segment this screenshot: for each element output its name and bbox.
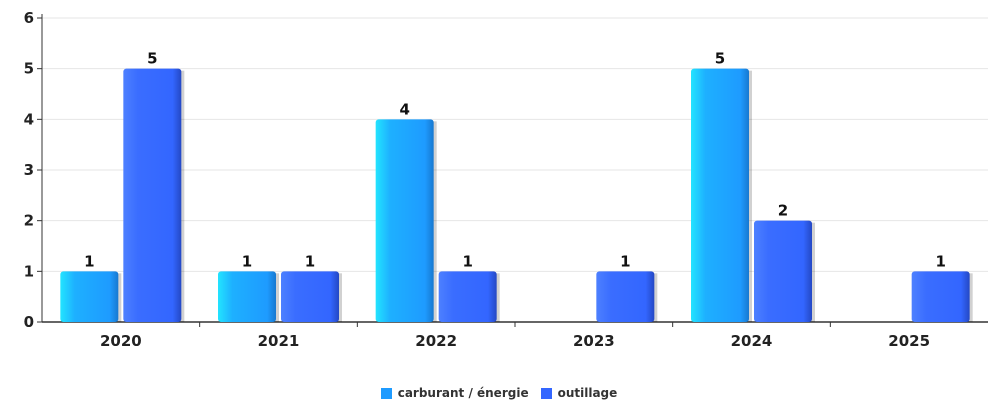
bar-2023-outillage (596, 271, 655, 322)
data-label: 2 (778, 202, 788, 220)
x-tick-label: 2021 (258, 332, 300, 350)
data-label: 4 (399, 100, 409, 118)
bar-2022-outillage (438, 271, 497, 322)
bar-2021-carburant (218, 271, 276, 322)
bar-2020-carburant (60, 271, 119, 322)
x-tick-label: 2025 (888, 332, 930, 350)
x-tick-label: 2020 (100, 332, 142, 350)
legend-swatch-outillage (540, 387, 552, 399)
x-tick-label: 2022 (415, 332, 457, 350)
bar-2025-outillage (911, 271, 970, 322)
legend-label-carburant: carburant / énergie (397, 386, 529, 400)
data-label: 1 (84, 252, 94, 270)
x-tick-label: 2023 (573, 332, 615, 350)
bar-2021-outillage (281, 271, 339, 322)
data-label: 1 (935, 252, 945, 270)
legend-item-outillage[interactable]: outillage (540, 386, 618, 400)
bar-2024-outillage (754, 220, 812, 322)
legend-swatch-carburant (380, 387, 392, 399)
data-label: 1 (305, 252, 315, 270)
y-tick-label: 3 (24, 161, 34, 179)
y-tick-label: 6 (24, 9, 34, 27)
data-label: 5 (715, 50, 725, 68)
legend-item-carburant[interactable]: carburant / énergie (380, 386, 529, 400)
y-tick-label: 1 (24, 262, 34, 280)
y-tick-label: 4 (24, 110, 34, 128)
bar-chart: 0 1 2 3 4 5 6 2020 2021 2022 2023 2024 2025 1 5 1 1 4 1 1 5 2… (24, 9, 988, 350)
y-tick-label: 5 (24, 60, 34, 78)
data-label: 1 (620, 252, 630, 270)
data-label: 5 (147, 50, 157, 68)
data-label: 1 (462, 252, 472, 270)
legend-label-outillage: outillage (557, 386, 618, 400)
y-tick-label: 0 (24, 313, 34, 331)
bar-2024-carburant (691, 68, 749, 323)
bar-2020-outillage (123, 68, 182, 323)
bar-2022-carburant (375, 119, 434, 322)
legend: carburant / énergie outillage (0, 386, 998, 400)
y-tick-label: 2 (24, 212, 34, 230)
x-tick-label: 2024 (731, 332, 773, 350)
data-label: 1 (242, 252, 252, 270)
